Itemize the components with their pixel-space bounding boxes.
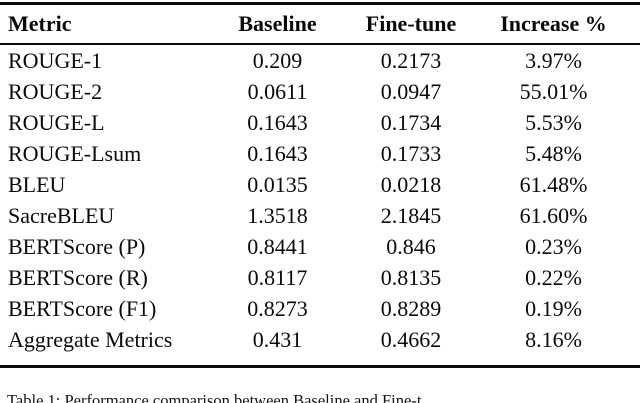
baseline-value-cell: 0.209 bbox=[252, 47, 303, 73]
increase-value-cell: 5.48% bbox=[525, 140, 582, 166]
table-row: BERTScore (F1) 0.8273 0.8289 0.19% bbox=[0, 293, 640, 324]
table-row: ROUGE-1 0.209 0.2173 3.97% bbox=[0, 44, 640, 76]
increase-value-cell: 61.48% bbox=[519, 171, 588, 197]
table-row: ROUGE-L 0.1643 0.1734 5.53% bbox=[0, 107, 640, 138]
table-row: Aggregate Metrics 0.431 0.4662 8.16% bbox=[0, 324, 640, 367]
table-row: BERTScore (R) 0.8117 0.8135 0.22% bbox=[0, 262, 640, 293]
increase-value-cell: 0.23% bbox=[525, 233, 582, 259]
metric-cell: ROUGE-1 bbox=[8, 47, 103, 73]
column-header-baseline: Baseline bbox=[238, 11, 317, 36]
baseline-value-cell: 0.0611 bbox=[247, 78, 308, 104]
finetune-value-cell: 0.8135 bbox=[380, 264, 442, 290]
finetune-value-cell: 0.4662 bbox=[380, 326, 442, 352]
increase-value-cell: 0.19% bbox=[525, 295, 582, 321]
finetune-value-cell: 0.0947 bbox=[380, 78, 442, 104]
baseline-value-cell: 0.1643 bbox=[247, 109, 308, 135]
increase-value-cell: 3.97% bbox=[525, 47, 582, 73]
increase-value-cell: 0.22% bbox=[525, 264, 582, 290]
baseline-value-cell: 0.431 bbox=[252, 326, 303, 352]
increase-value-cell: 55.01% bbox=[519, 78, 588, 104]
table-row: ROUGE-2 0.0611 0.0947 55.01% bbox=[0, 76, 640, 107]
results-table: Metric Baseline Fine-tune Increase % ROU… bbox=[0, 2, 640, 368]
table-row: SacreBLEU 1.3518 2.1845 61.60% bbox=[0, 200, 640, 231]
metric-cell: ROUGE-2 bbox=[8, 78, 103, 104]
finetune-value-cell: 0.846 bbox=[386, 233, 436, 259]
table-body: ROUGE-1 0.209 0.2173 3.97% ROUGE-2 0.0611 0.09… bbox=[0, 44, 640, 367]
table-row: BERTScore (P) 0.8441 0.846 0.23% bbox=[0, 231, 640, 262]
finetune-value-cell: 0.1733 bbox=[380, 140, 442, 166]
finetune-value-cell: 0.8289 bbox=[380, 295, 442, 321]
increase-value-cell: 61.60% bbox=[519, 202, 588, 228]
column-header-increase: Increase % bbox=[500, 11, 607, 36]
table-row: BLEU 0.0135 0.0218 61.48% bbox=[0, 169, 640, 200]
table-row: ROUGE-Lsum 0.1643 0.1733 5.48% bbox=[0, 138, 640, 169]
baseline-value-cell: 0.8117 bbox=[247, 264, 308, 290]
baseline-value-cell: 1.3518 bbox=[247, 202, 308, 228]
table-caption: Table 1: Performance comparison between … bbox=[7, 391, 422, 403]
finetune-value-cell: 0.2173 bbox=[380, 47, 442, 73]
header-row: Metric Baseline Fine-tune Increase % bbox=[0, 3, 640, 44]
metric-cell: BERTScore (F1) bbox=[8, 295, 157, 321]
metric-cell: ROUGE-Lsum bbox=[8, 140, 142, 166]
metric-cell: Aggregate Metrics bbox=[8, 326, 173, 352]
baseline-value-cell: 0.8441 bbox=[247, 233, 308, 259]
metric-cell: SacreBLEU bbox=[8, 202, 115, 228]
metric-cell: ROUGE-L bbox=[8, 109, 105, 135]
metric-cell: BERTScore (R) bbox=[8, 264, 148, 290]
baseline-value-cell: 0.0135 bbox=[247, 171, 308, 197]
baseline-value-cell: 0.1643 bbox=[247, 140, 308, 166]
column-header-finetune: Fine-tune bbox=[365, 11, 457, 36]
table-header: Metric Baseline Fine-tune Increase % bbox=[0, 3, 640, 44]
increase-value-cell: 8.16% bbox=[525, 326, 582, 352]
finetune-value-cell: 0.1734 bbox=[380, 109, 442, 135]
finetune-value-cell: 0.0218 bbox=[380, 171, 442, 197]
baseline-value-cell: 0.8273 bbox=[247, 295, 308, 321]
metric-cell: BLEU bbox=[8, 171, 66, 197]
increase-value-cell: 5.53% bbox=[525, 109, 582, 135]
metric-cell: BERTScore (P) bbox=[8, 233, 146, 259]
finetune-value-cell: 2.1845 bbox=[380, 202, 442, 228]
column-header-metric: Metric bbox=[8, 11, 72, 36]
